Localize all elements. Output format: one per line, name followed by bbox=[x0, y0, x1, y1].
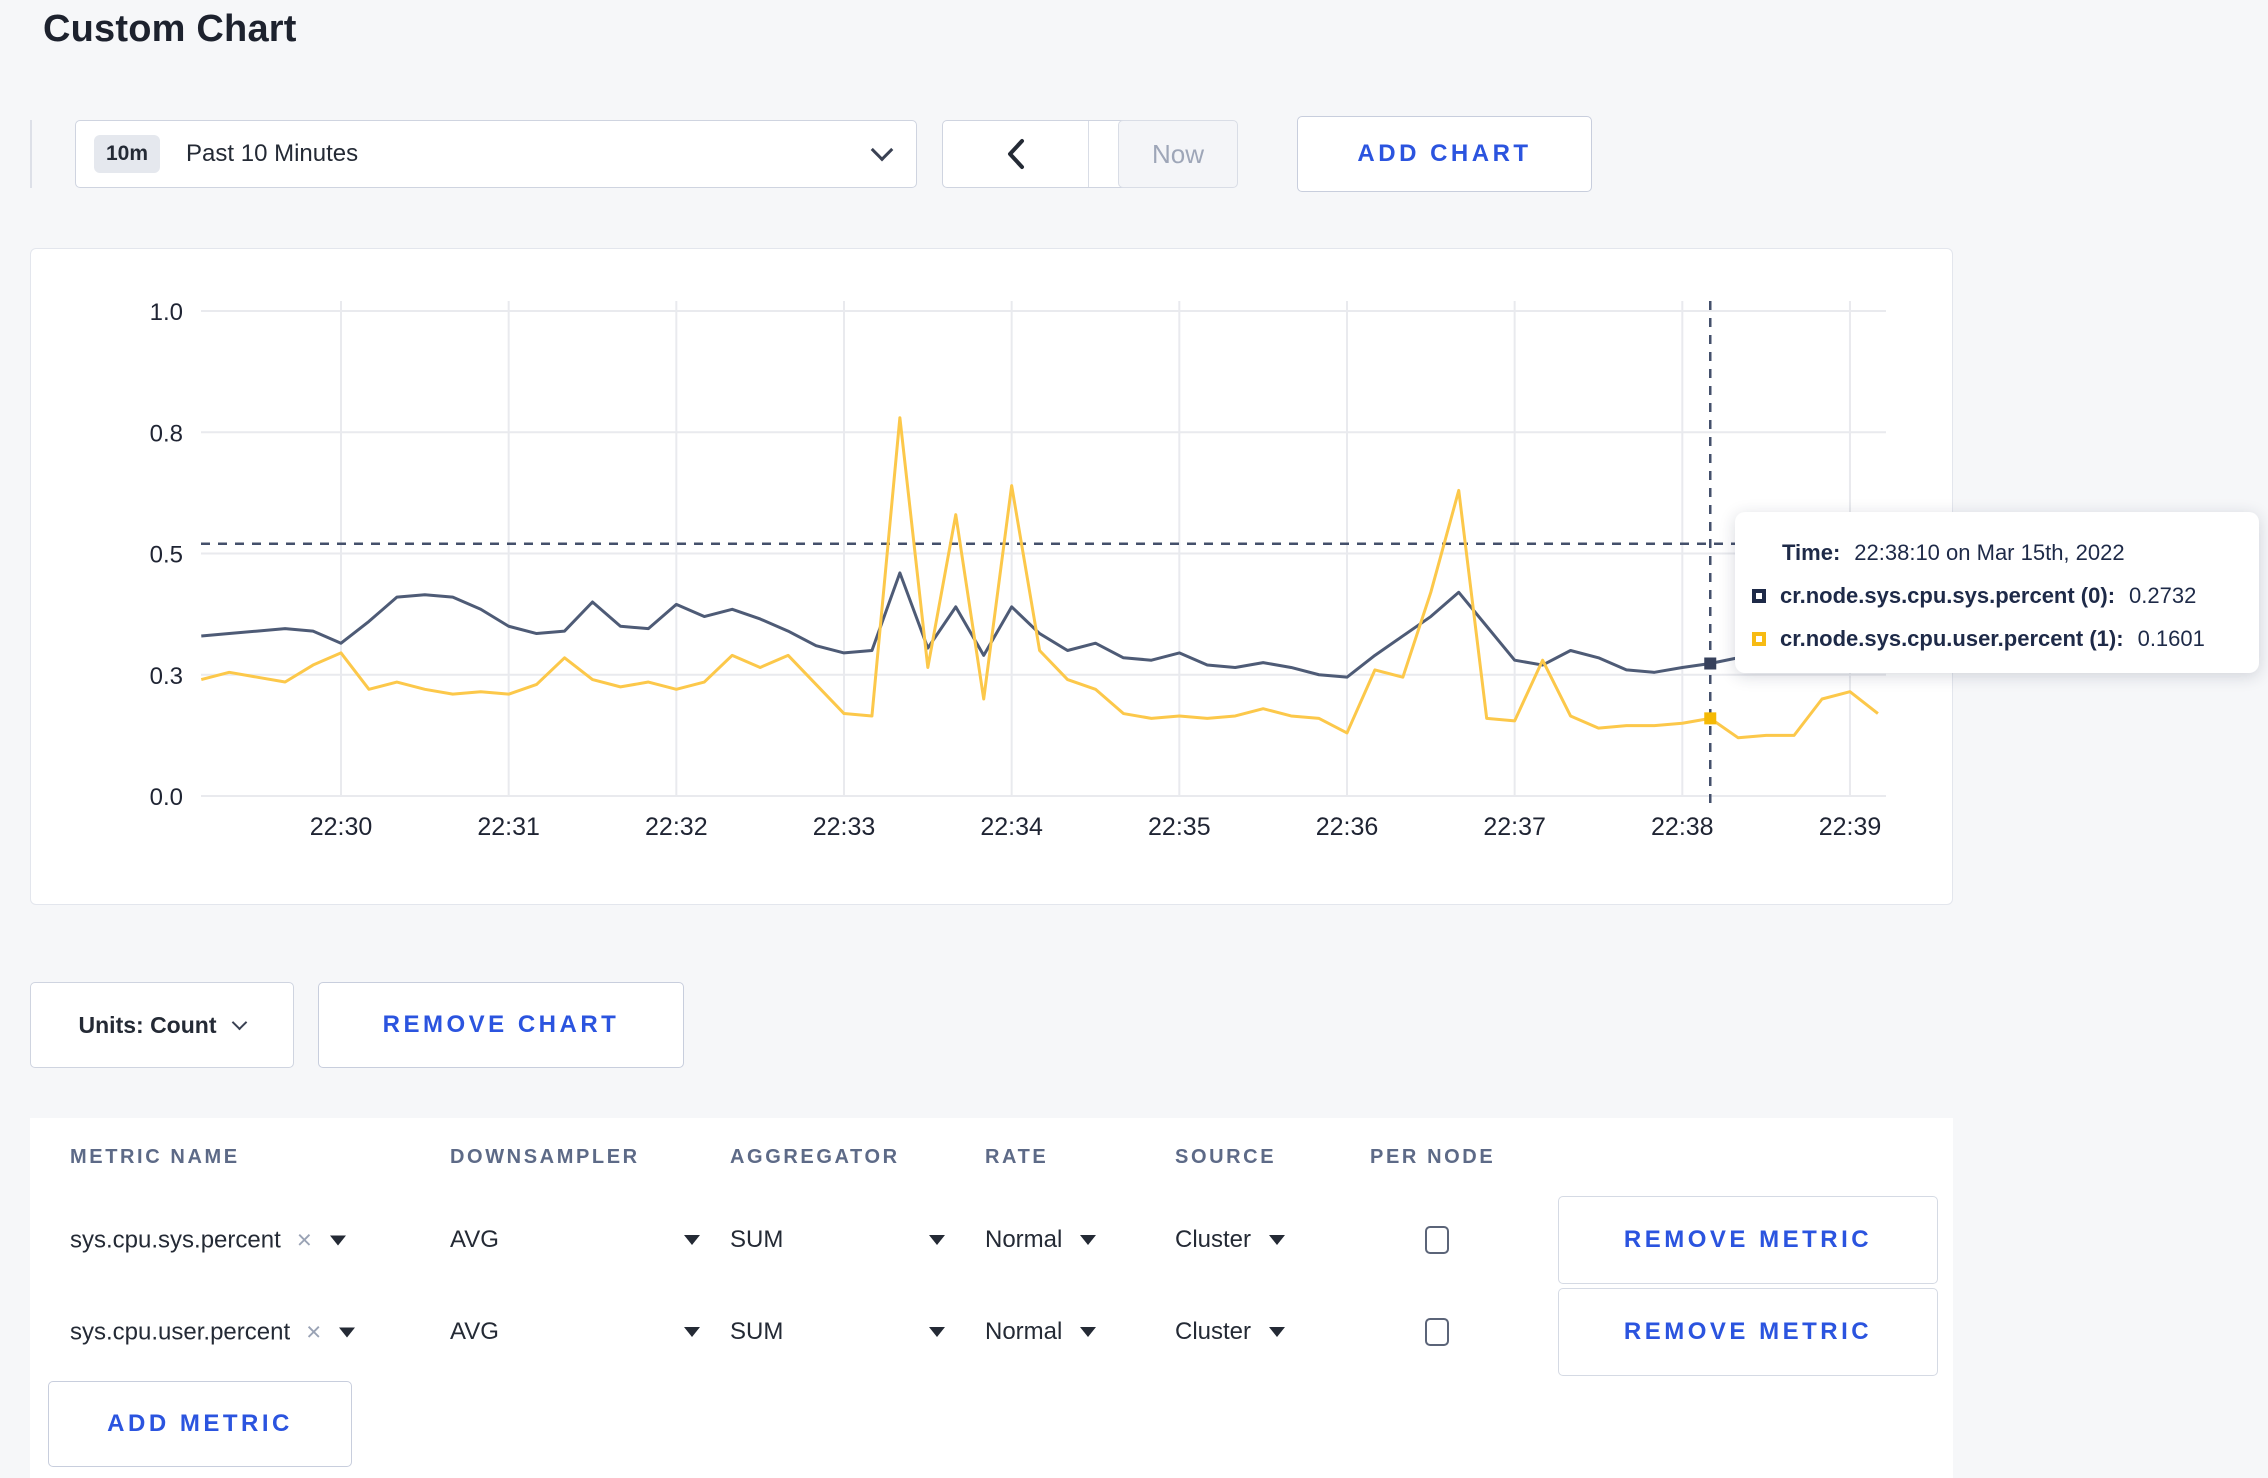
per-node-checkbox[interactable] bbox=[1425, 1318, 1449, 1346]
remove-metric-button[interactable]: REMOVE METRIC bbox=[1558, 1196, 1938, 1284]
rate-value: Normal bbox=[985, 1226, 1063, 1253]
svg-text:22:34: 22:34 bbox=[980, 813, 1043, 841]
per-node-checkbox[interactable] bbox=[1425, 1226, 1449, 1254]
svg-text:0.5: 0.5 bbox=[150, 542, 183, 569]
source-select[interactable]: Cluster bbox=[1175, 1226, 1286, 1254]
col-header-aggregator: AGGREGATOR bbox=[730, 1146, 900, 1168]
chevron-left-icon bbox=[1007, 139, 1024, 169]
caret-down-icon bbox=[1269, 1235, 1286, 1245]
aggregator-select[interactable]: SUM bbox=[730, 1318, 945, 1346]
downsampler-select[interactable]: AVG bbox=[450, 1226, 700, 1254]
time-range-label: Past 10 Minutes bbox=[186, 140, 359, 167]
tooltip-series-label: cr.node.sys.cpu.sys.percent (0): bbox=[1780, 583, 2116, 608]
caret-down-icon bbox=[929, 1235, 945, 1245]
time-back-button[interactable] bbox=[943, 121, 1088, 187]
metric-name-select[interactable]: sys.cpu.sys.percent × bbox=[70, 1225, 346, 1256]
caret-down-icon[interactable] bbox=[329, 1235, 346, 1245]
metric-name: sys.cpu.user.percent bbox=[70, 1318, 291, 1345]
rate-select[interactable]: Normal bbox=[985, 1226, 1097, 1254]
svg-text:22:37: 22:37 bbox=[1483, 813, 1546, 841]
series-swatch-icon bbox=[1752, 589, 1766, 603]
units-label: Units: Count bbox=[78, 1011, 217, 1038]
svg-text:0.0: 0.0 bbox=[150, 784, 183, 811]
remove-metric-button[interactable]: REMOVE METRIC bbox=[1558, 1288, 1938, 1376]
time-range-select[interactable]: 10m Past 10 Minutes bbox=[75, 120, 917, 188]
metric-name-select[interactable]: sys.cpu.user.percent × bbox=[70, 1316, 356, 1348]
chevron-down-icon bbox=[232, 1014, 248, 1030]
metrics-table: METRIC NAME DOWNSAMPLER AGGREGATOR RATE … bbox=[30, 1118, 1953, 1478]
tooltip-series-row: cr.node.sys.cpu.sys.percent (0): 0.2732 bbox=[1752, 583, 2239, 609]
toolbar-divider bbox=[30, 120, 32, 188]
downsampler-value: AVG bbox=[450, 1226, 499, 1253]
svg-text:22:38: 22:38 bbox=[1651, 813, 1714, 841]
clear-metric-icon[interactable]: × bbox=[296, 1224, 312, 1255]
tooltip-series-value: 0.1601 bbox=[2137, 626, 2205, 651]
page-title: Custom Chart bbox=[43, 8, 297, 50]
tooltip-time-label: Time: bbox=[1782, 540, 1841, 565]
svg-text:22:33: 22:33 bbox=[813, 813, 876, 841]
caret-down-icon bbox=[1080, 1235, 1097, 1245]
svg-text:0.3: 0.3 bbox=[150, 663, 183, 690]
add-chart-button[interactable]: ADD CHART bbox=[1297, 116, 1592, 192]
svg-text:22:31: 22:31 bbox=[477, 813, 540, 841]
add-metric-button[interactable]: ADD METRIC bbox=[48, 1381, 352, 1467]
table-row: sys.cpu.sys.percent × AVG SUM Normal Clu… bbox=[30, 1196, 1953, 1284]
col-header-source: SOURCE bbox=[1175, 1146, 1277, 1168]
svg-text:1.0: 1.0 bbox=[150, 299, 183, 326]
col-header-downsampler: DOWNSAMPLER bbox=[450, 1146, 640, 1168]
tooltip-time-row: Time: 22:38:10 on Mar 15th, 2022 bbox=[1782, 540, 2239, 566]
tooltip-series-label: cr.node.sys.cpu.user.percent (1): bbox=[1780, 626, 2124, 651]
tooltip-time-value: 22:38:10 on Mar 15th, 2022 bbox=[1854, 540, 2125, 565]
units-select[interactable]: Units: Count bbox=[30, 982, 294, 1068]
now-button[interactable]: Now bbox=[1118, 120, 1238, 188]
downsampler-select[interactable]: AVG bbox=[450, 1318, 700, 1346]
source-select[interactable]: Cluster bbox=[1175, 1318, 1286, 1346]
caret-down-icon bbox=[1269, 1327, 1286, 1337]
col-header-rate: RATE bbox=[985, 1146, 1049, 1168]
caret-down-icon bbox=[929, 1327, 945, 1337]
time-range-badge: 10m bbox=[94, 135, 161, 173]
svg-text:22:35: 22:35 bbox=[1148, 813, 1211, 841]
source-value: Cluster bbox=[1175, 1226, 1252, 1253]
svg-text:22:36: 22:36 bbox=[1316, 813, 1379, 841]
downsampler-value: AVG bbox=[450, 1318, 499, 1345]
rate-select[interactable]: Normal bbox=[985, 1318, 1097, 1346]
col-header-metric-name: METRIC NAME bbox=[70, 1146, 240, 1168]
svg-text:22:30: 22:30 bbox=[310, 813, 373, 841]
svg-text:0.8: 0.8 bbox=[150, 420, 183, 447]
rate-value: Normal bbox=[985, 1318, 1063, 1345]
caret-down-icon bbox=[684, 1235, 700, 1245]
col-header-per-node: PER NODE bbox=[1370, 1146, 1496, 1168]
caret-down-icon bbox=[684, 1327, 700, 1337]
line-chart: 0.0 0.3 0.5 0.8 1.0 22:30 22:31 22:32 22:33 22:34… bbox=[150, 299, 1886, 841]
svg-text:22:32: 22:32 bbox=[645, 813, 708, 841]
aggregator-value: SUM bbox=[730, 1226, 784, 1253]
chart-tooltip: Time: 22:38:10 on Mar 15th, 2022 cr.node… bbox=[1735, 512, 2259, 673]
metric-name: sys.cpu.sys.percent bbox=[70, 1226, 281, 1253]
svg-text:22:39: 22:39 bbox=[1819, 813, 1882, 841]
tooltip-series-value: 0.2732 bbox=[2129, 583, 2197, 608]
clear-metric-icon[interactable]: × bbox=[306, 1316, 322, 1347]
caret-down-icon[interactable] bbox=[339, 1327, 356, 1337]
aggregator-value: SUM bbox=[730, 1318, 784, 1345]
aggregator-select[interactable]: SUM bbox=[730, 1226, 945, 1254]
tooltip-series-row: cr.node.sys.cpu.user.percent (1): 0.1601 bbox=[1752, 626, 2239, 652]
chevron-down-icon bbox=[870, 138, 894, 162]
caret-down-icon bbox=[1080, 1327, 1097, 1337]
series-swatch-icon bbox=[1752, 632, 1766, 646]
chart-card[interactable]: 0.0 0.3 0.5 0.8 1.0 22:30 22:31 22:32 22:33 22:34… bbox=[30, 248, 1953, 905]
table-row: sys.cpu.user.percent × AVG SUM Normal Cl… bbox=[30, 1288, 1953, 1376]
remove-chart-button[interactable]: REMOVE CHART bbox=[318, 982, 684, 1068]
source-value: Cluster bbox=[1175, 1318, 1252, 1345]
